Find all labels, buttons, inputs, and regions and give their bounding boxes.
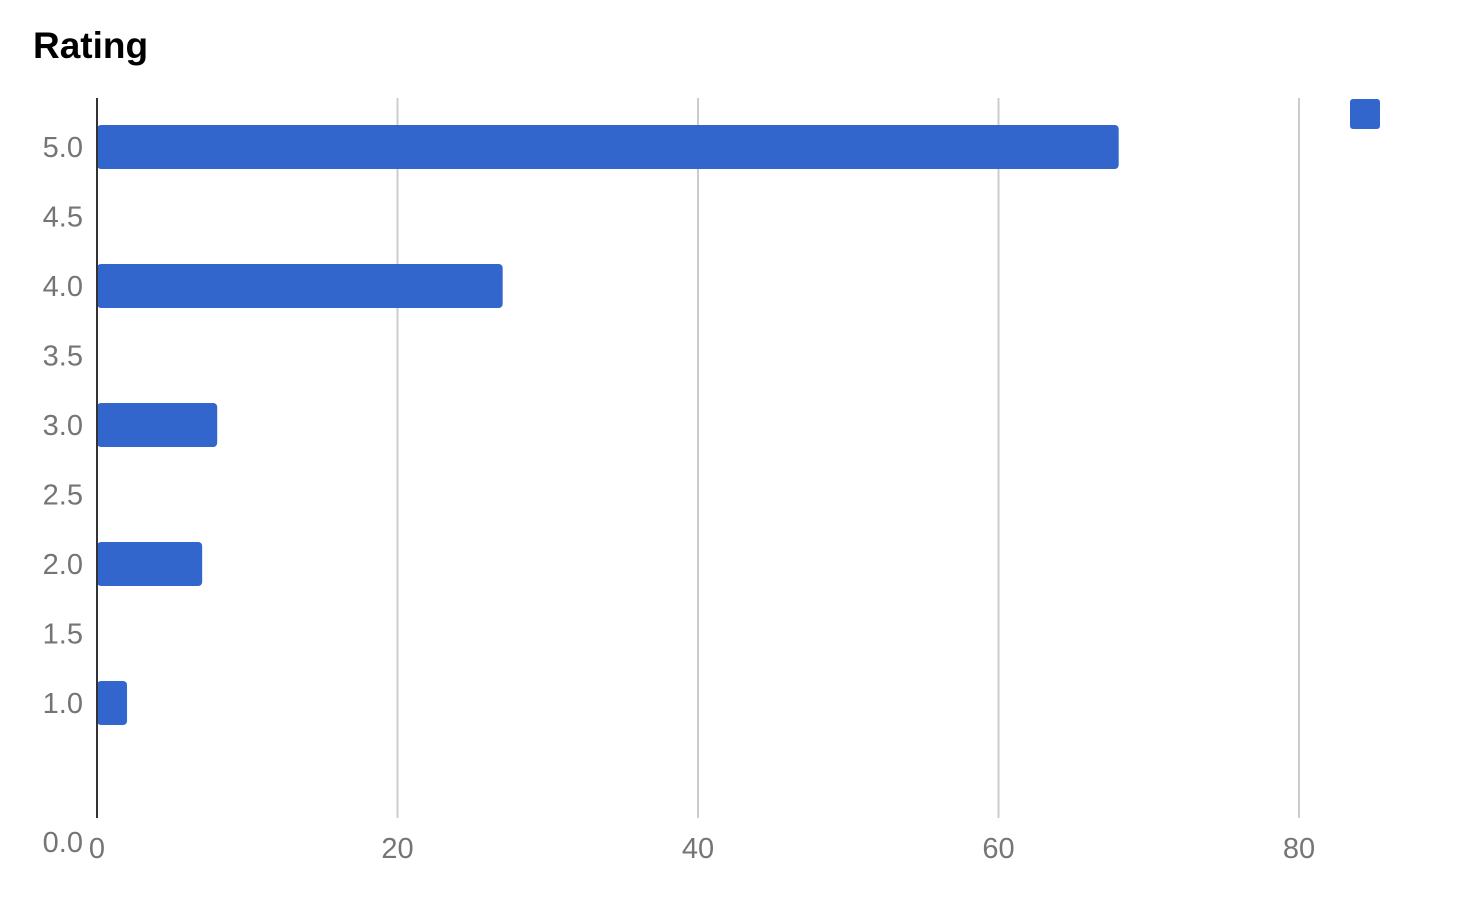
x-tick-label-80: 80 <box>1283 833 1315 865</box>
y-tick-label-1-0: 1.0 <box>43 688 83 720</box>
x-tick-label-60: 60 <box>982 833 1014 865</box>
grid-lines <box>396 98 1300 818</box>
y-tick-label-3-5: 3.5 <box>43 341 83 373</box>
bars <box>97 125 1119 725</box>
bar-rating-5-0 <box>97 125 1119 169</box>
legend-swatch <box>1350 99 1380 129</box>
y-tick-label-4-0: 4.0 <box>43 271 83 303</box>
bar-rating-2-0 <box>97 542 203 586</box>
y-tick-label-2-5: 2.5 <box>43 480 83 512</box>
x-tick-label-0: 0 <box>89 833 105 865</box>
bar-rating-1-0 <box>97 681 128 725</box>
chart-title: Rating <box>33 25 149 66</box>
bar-rating-4-0 <box>97 264 503 308</box>
x-tick-label-40: 40 <box>682 833 714 865</box>
y-tick-label-3-0: 3.0 <box>43 410 83 442</box>
y-tick-label-5-0: 5.0 <box>43 132 83 164</box>
tick-labels: 0 20 40 60 80 5.0 4.5 4.0 3.5 3.0 2.5 2.0 1.5 1.0 0.0 <box>43 132 1315 865</box>
y-tick-label-0-0: 0.0 <box>43 827 83 859</box>
legend <box>1350 99 1380 129</box>
y-tick-label-4-5: 4.5 <box>43 202 83 234</box>
x-tick-label-20: 20 <box>381 833 413 865</box>
y-tick-label-1-5: 1.5 <box>43 619 83 651</box>
y-tick-label-2-0: 2.0 <box>43 549 83 581</box>
bar-rating-3-0 <box>97 403 218 447</box>
